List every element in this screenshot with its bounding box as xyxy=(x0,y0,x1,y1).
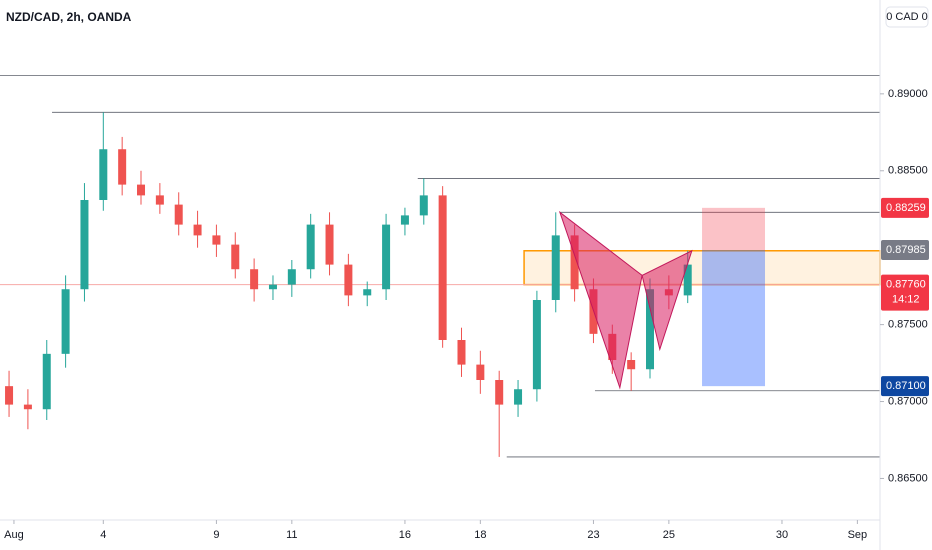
candle-body xyxy=(457,340,466,365)
x-tick-label: 16 xyxy=(399,529,411,541)
candle-body xyxy=(306,224,315,270)
harmonic-pattern xyxy=(558,210,643,390)
candle-body xyxy=(683,264,692,296)
candle-body xyxy=(476,364,485,380)
candle-body xyxy=(23,404,32,410)
candle-body xyxy=(268,284,277,290)
candle-body xyxy=(514,389,523,405)
entry-price-tag-label: 0.87985 xyxy=(886,244,926,256)
x-tick-label: Aug xyxy=(4,529,24,541)
candle-body xyxy=(627,360,636,370)
x-tick-label: 9 xyxy=(213,529,219,541)
target-price-tag xyxy=(881,376,929,397)
currency-button[interactable] xyxy=(885,6,929,28)
x-tick-label: 25 xyxy=(663,529,675,541)
candle-body xyxy=(61,289,70,354)
candle-body xyxy=(5,386,14,405)
candle-body xyxy=(287,269,296,285)
candle-body xyxy=(250,269,259,290)
candle-body xyxy=(174,204,183,225)
candle-body xyxy=(344,264,353,296)
candle-body xyxy=(193,224,202,236)
x-tick-label: 11 xyxy=(286,529,297,541)
x-tick-label: Sep xyxy=(848,529,868,541)
x-tick-label: 4 xyxy=(100,529,106,541)
target-zone xyxy=(702,250,766,387)
candle-body xyxy=(495,380,504,405)
y-tick-label: 0.87000 xyxy=(888,395,928,407)
currency-label[interactable]: 0 CAD 0 xyxy=(886,11,928,23)
candle-body xyxy=(646,289,655,370)
x-tick-label: 18 xyxy=(474,529,486,541)
candle-body xyxy=(570,235,579,290)
candle-body xyxy=(231,244,240,270)
y-tick-label: 0.86500 xyxy=(888,472,928,484)
y-tick-label: 0.89000 xyxy=(888,88,928,100)
entry-price-tag xyxy=(881,240,929,260)
candle-body xyxy=(363,289,372,296)
chart-title: NZD/CAD, 2h, OANDA xyxy=(6,10,132,24)
x-tick-label: 30 xyxy=(776,529,788,541)
candle-body xyxy=(382,224,391,290)
candle-body xyxy=(118,149,127,185)
candle-body xyxy=(80,200,89,290)
candle-body xyxy=(438,195,447,340)
candle-body xyxy=(137,184,146,196)
stop-price-tag xyxy=(881,197,929,218)
countdown-label: 14:12 xyxy=(892,294,920,306)
stop-zone xyxy=(702,207,766,250)
candle-body xyxy=(400,215,409,225)
candle-body xyxy=(212,235,221,245)
harmonic-pattern xyxy=(641,249,693,352)
candle-body xyxy=(99,149,108,200)
y-tick-label: 0.87500 xyxy=(888,319,928,331)
current-price-label: 0.87760 xyxy=(886,279,926,291)
candle-body xyxy=(532,300,541,390)
candle-body xyxy=(325,224,334,265)
x-tick-label: 23 xyxy=(587,529,599,541)
candle-body xyxy=(551,235,560,300)
plot xyxy=(0,74,881,458)
y-tick-label: 0.88500 xyxy=(888,165,928,177)
candle-body xyxy=(42,353,51,410)
target-price-tag-label: 0.87100 xyxy=(886,380,926,392)
candle-body xyxy=(419,195,428,216)
candle-body xyxy=(155,195,164,205)
stop-price-tag-label: 0.88259 xyxy=(886,202,926,214)
current-price-tag xyxy=(881,274,929,311)
